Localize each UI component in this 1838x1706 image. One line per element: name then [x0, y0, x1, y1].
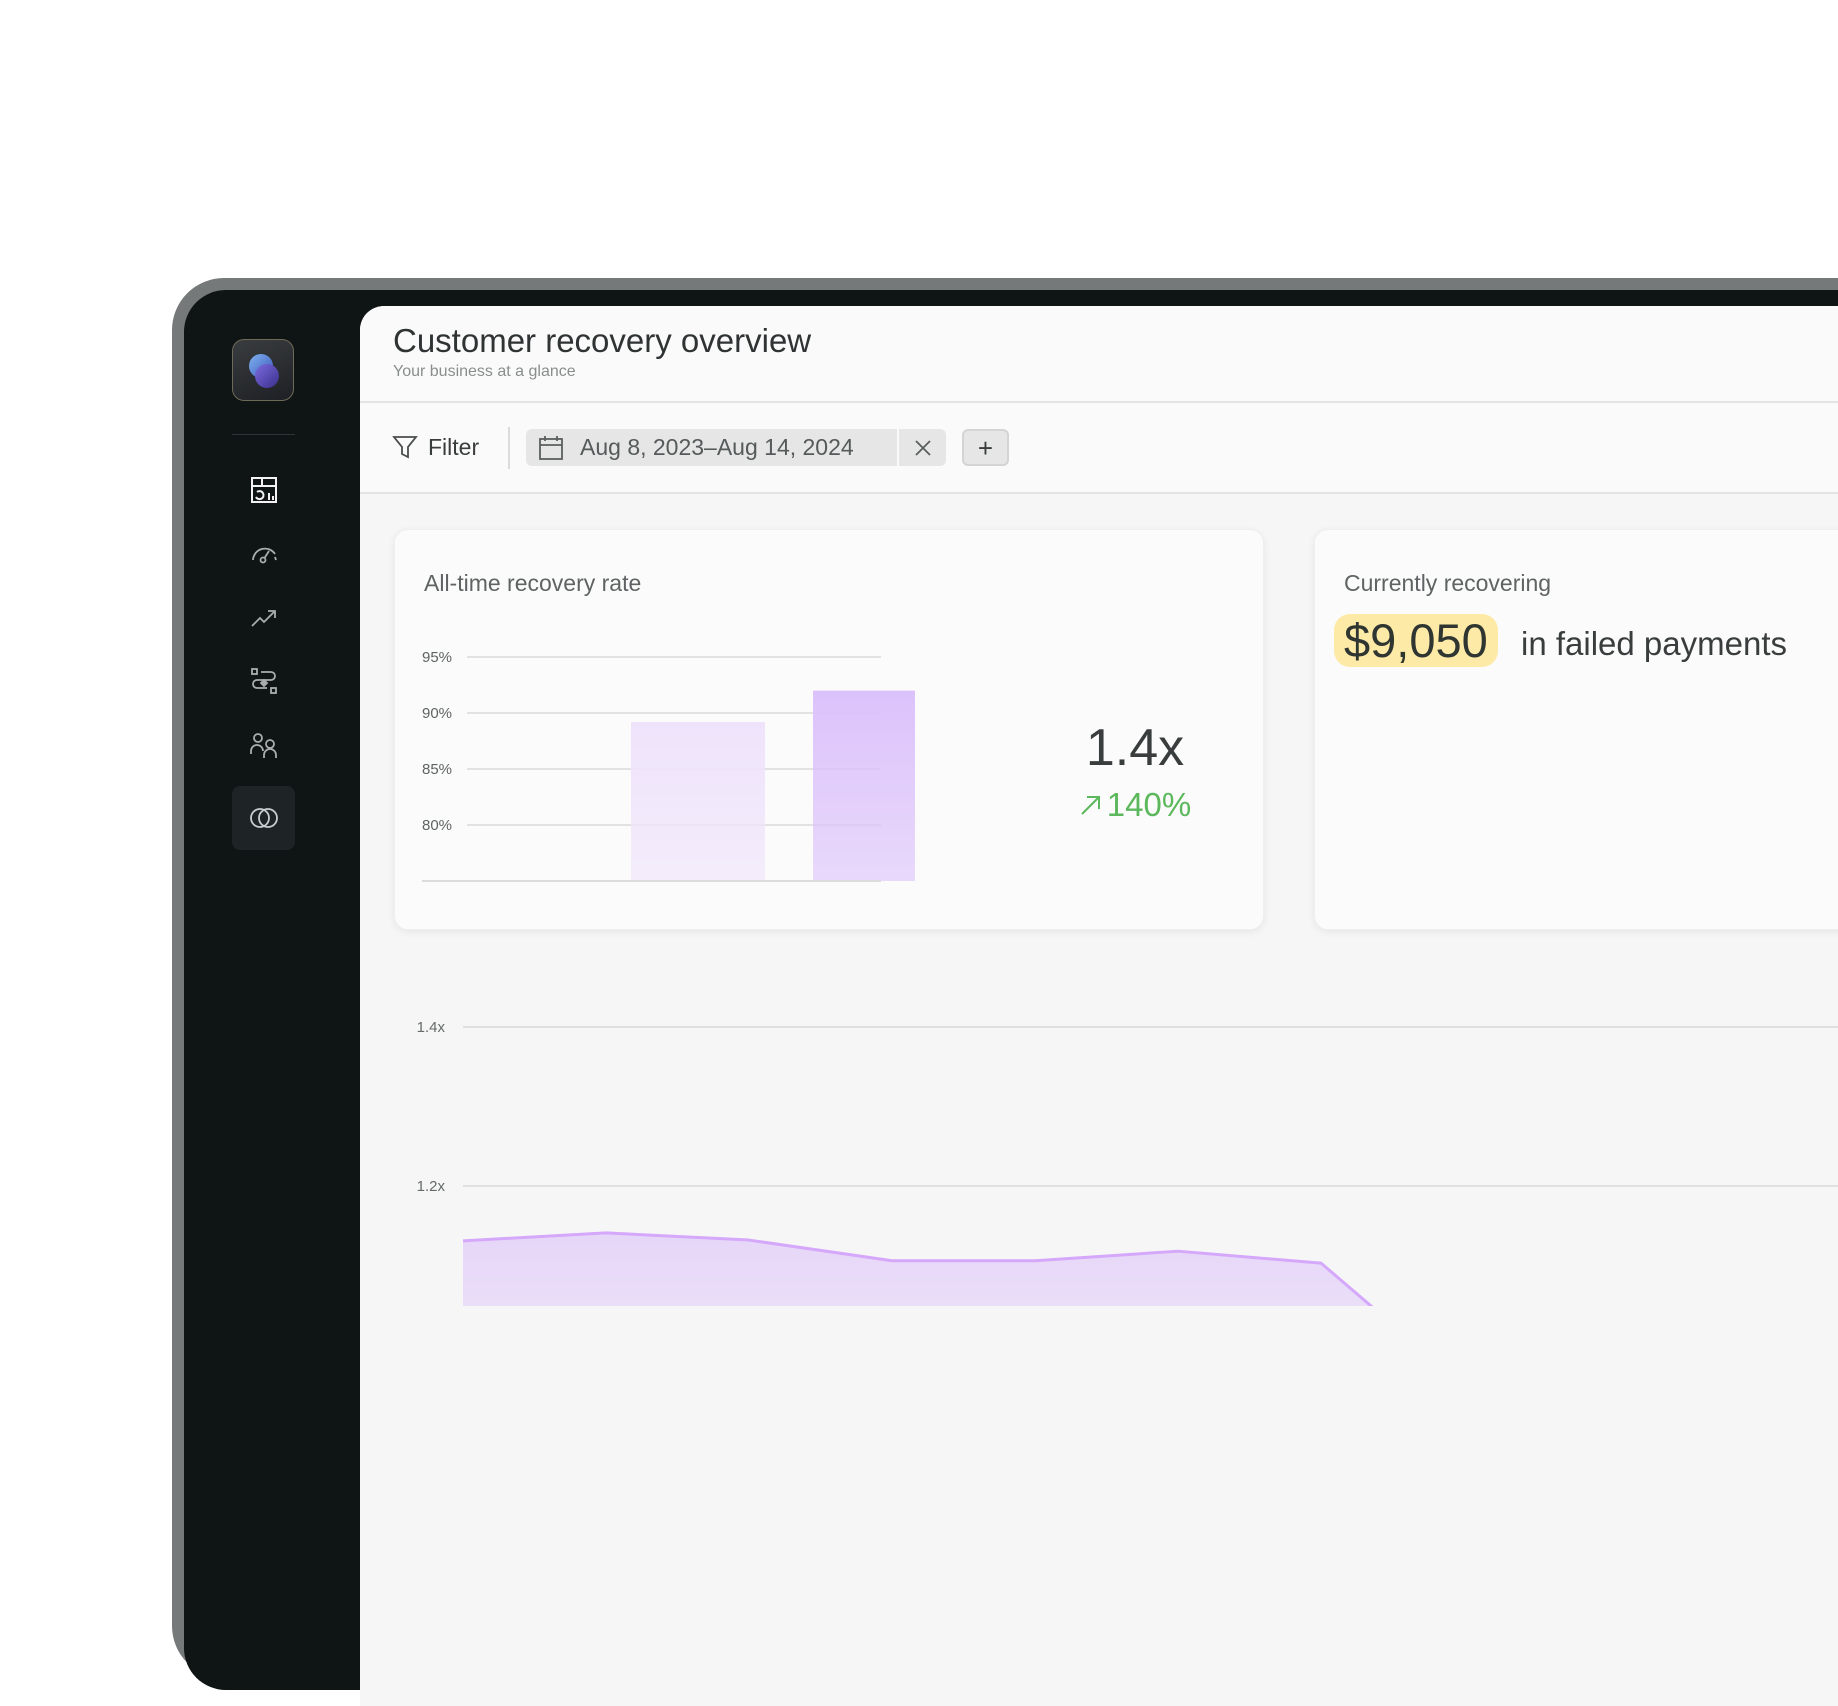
- main-panel: Customer recovery overview Your business…: [360, 306, 1838, 1706]
- sidebar-item-recovery[interactable]: [232, 786, 295, 850]
- users-icon: [249, 730, 279, 760]
- workflow-icon: [249, 666, 279, 696]
- sidebar-item-performance[interactable]: [232, 527, 295, 579]
- overlapping-circles-icon: [248, 803, 280, 833]
- sidebar-item-workflows[interactable]: [232, 655, 295, 707]
- trending-up-icon: [249, 603, 279, 633]
- speedometer-icon: [249, 538, 279, 568]
- area-ytick-label: 1.2x: [417, 1178, 446, 1195]
- sidebar-item-trends[interactable]: [232, 592, 295, 644]
- sidebar-divider: [232, 434, 295, 435]
- recovery-trend-chart: 1.4x1.2x1xAug 12Aug 14Aug 16Aug 20Aug 22: [360, 306, 1838, 1306]
- sidebar-item-customers[interactable]: [232, 719, 295, 771]
- dashboard-chart-icon: [249, 475, 279, 505]
- sidebar-item-dashboard[interactable]: [232, 464, 295, 516]
- area-ytick-label: 1.4x: [417, 1019, 446, 1036]
- app-logo[interactable]: [232, 339, 294, 401]
- logo-icon: [233, 340, 295, 402]
- area-fill: [463, 1233, 1838, 1306]
